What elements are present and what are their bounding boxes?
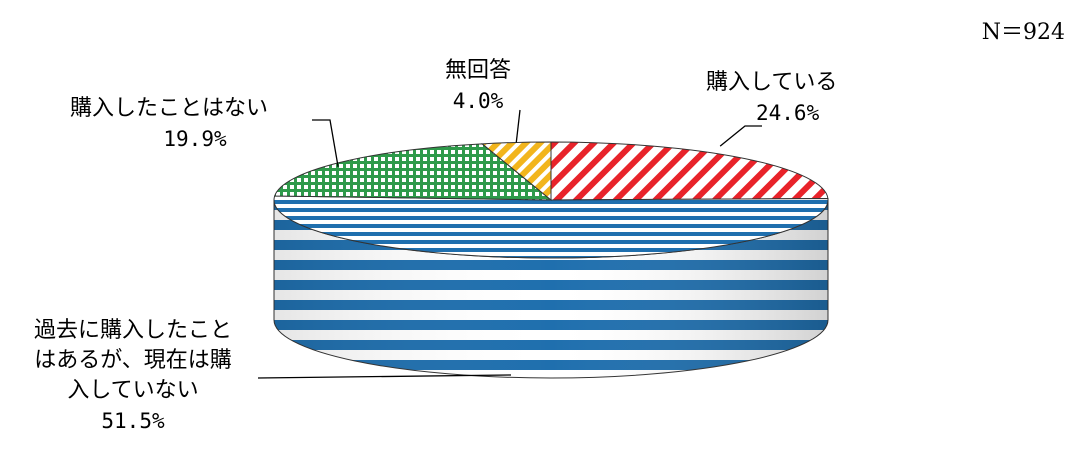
slice-name: 無回答 xyxy=(445,58,512,83)
slice-name-line-1: 過去に購入したこと xyxy=(33,318,232,343)
slice-name: 購入したことはない xyxy=(70,96,269,121)
leader-never xyxy=(312,119,339,168)
slice-purchasing xyxy=(550,141,829,201)
slice-label-past: 過去に購入したこと はあるが、現在は購 入していない 51.5% xyxy=(8,316,258,436)
leader-past xyxy=(257,374,512,379)
slice-value: 51.5% xyxy=(101,409,165,433)
slice-value: 4.0% xyxy=(452,89,504,113)
slice-name-line-2: はあるが、現在は購 xyxy=(34,348,232,373)
pie-side-shading xyxy=(274,200,828,378)
slice-label-never: 購入したことはない 19.9% xyxy=(70,94,320,154)
slice-value: 19.9% xyxy=(163,127,227,151)
slice-name-line-3: 入していない xyxy=(67,378,199,403)
slice-value: 24.6% xyxy=(756,101,820,125)
slice-past xyxy=(273,195,829,259)
sample-size-label: N＝924 xyxy=(981,20,1065,45)
slice-never xyxy=(273,143,553,201)
leader-purchasing xyxy=(719,125,762,147)
slice-name: 購入している xyxy=(706,70,838,95)
slice-label-no-answer: 無回答 4.0% xyxy=(445,56,511,116)
slice-label-purchasing: 購入している 24.6% xyxy=(706,68,837,128)
leader-no-answer xyxy=(515,109,521,143)
